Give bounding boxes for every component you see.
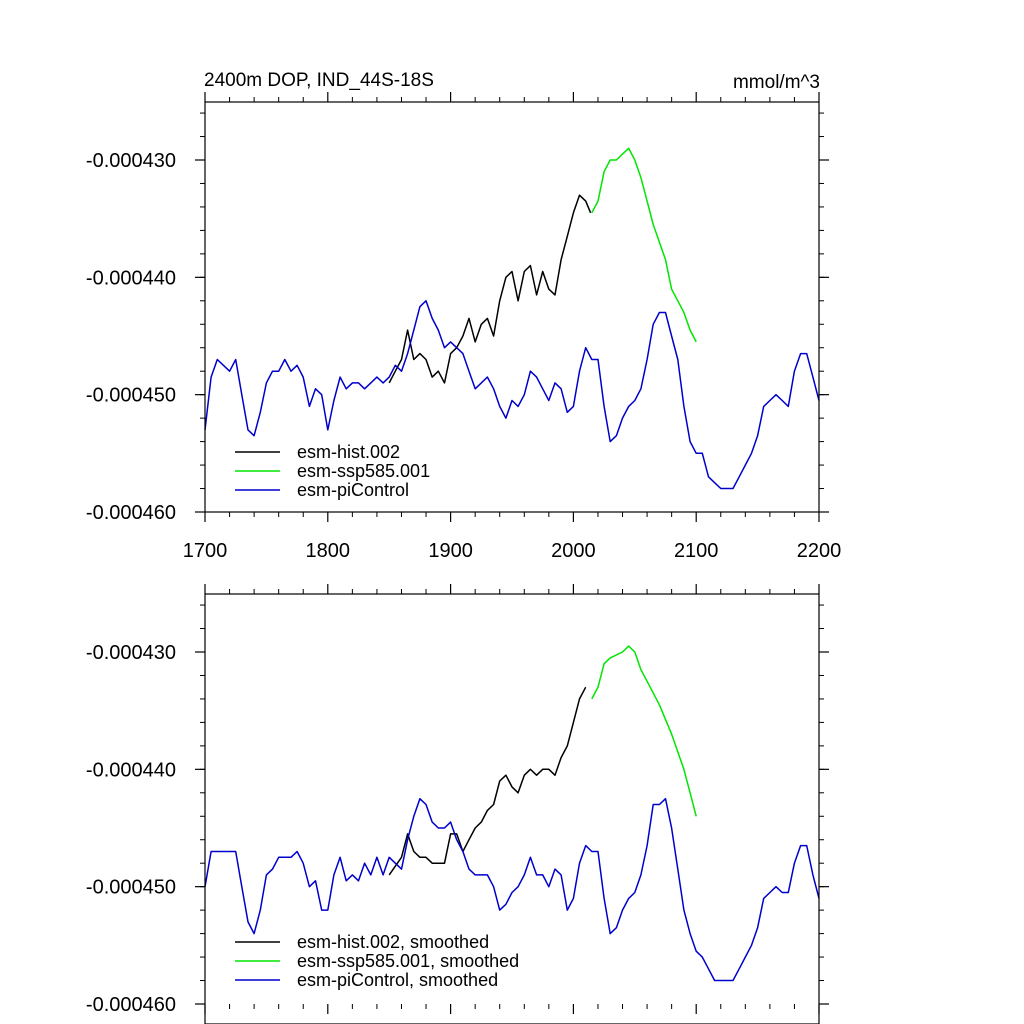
- x-tick-label: 2000: [551, 540, 596, 562]
- legend-label: esm-ssp585.001, smoothed: [297, 951, 519, 971]
- y-tick-label: -0.000440: [86, 267, 176, 289]
- y-tick-label: -0.000460: [86, 502, 176, 524]
- y-tick-label: -0.000430: [86, 642, 176, 664]
- bottom-panel: -0.000430 -0.000440 -0.000450 -0.000460 esm…: [86, 584, 829, 1024]
- y-tick-label: -0.000460: [86, 994, 176, 1016]
- series-line-0: [388, 686, 587, 876]
- bottom-plot-frame: [204, 593, 820, 1024]
- x-tick-label: 1900: [428, 540, 473, 562]
- chart-title: 2400m DOP, IND_44S-18S: [204, 70, 434, 91]
- x-tick-label: 2100: [674, 540, 719, 562]
- bottom-series-layer: [204, 645, 820, 982]
- x-tick-label: 2200: [797, 540, 842, 562]
- bottom-tick-layer: -0.000430 -0.000440 -0.000450 -0.000460: [86, 584, 829, 1016]
- top-panel: 2400m DOP, IND_44S-18S mmol/m^3 -0.00043…: [86, 70, 841, 562]
- legend-label: esm-piControl, smoothed: [297, 970, 498, 990]
- units-label: mmol/m^3: [733, 72, 820, 93]
- series-line-2: [204, 797, 820, 982]
- x-tick-label: 1800: [306, 540, 351, 562]
- top-tick-layer: -0.000430 -0.000440 -0.000450 -0.000460 1700…: [86, 92, 841, 562]
- legend-label: esm-hist.002: [297, 442, 400, 462]
- series-line-2: [204, 300, 820, 490]
- y-tick-label: -0.000440: [86, 759, 176, 781]
- y-tick-label: -0.000450: [86, 385, 176, 407]
- legend-label: esm-ssp585.001: [297, 461, 430, 481]
- series-line-0: [388, 194, 592, 384]
- top-series-layer: [204, 147, 820, 490]
- series-line-1: [591, 147, 697, 343]
- top-plot-frame: [204, 101, 820, 513]
- legend-label: esm-piControl: [297, 480, 409, 500]
- x-tick-label: 1700: [183, 540, 228, 562]
- y-tick-label: -0.000450: [86, 877, 176, 899]
- series-line-1: [591, 645, 697, 817]
- y-tick-label: -0.000430: [86, 150, 176, 172]
- legend-label: esm-hist.002, smoothed: [297, 932, 489, 952]
